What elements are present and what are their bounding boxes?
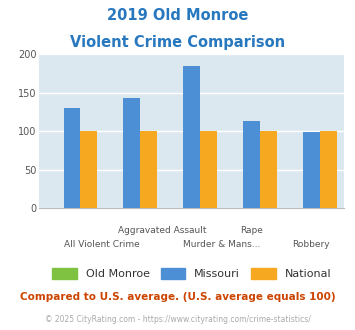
Bar	[320, 131, 337, 208]
Text: Violent Crime Comparison: Violent Crime Comparison	[70, 35, 285, 50]
Bar	[64, 108, 80, 208]
Legend: Old Monroe, Missouri, National: Old Monroe, Missouri, National	[52, 268, 331, 279]
Text: 2019 Old Monroe: 2019 Old Monroe	[107, 8, 248, 23]
Bar	[260, 131, 277, 208]
Bar	[200, 131, 217, 208]
Text: Robbery: Robbery	[293, 240, 330, 249]
Text: Murder & Mans...: Murder & Mans...	[183, 240, 260, 249]
Text: © 2025 CityRating.com - https://www.cityrating.com/crime-statistics/: © 2025 CityRating.com - https://www.city…	[45, 315, 310, 324]
Bar	[183, 66, 200, 208]
Text: Rape: Rape	[240, 226, 263, 235]
Bar	[140, 131, 157, 208]
Text: All Violent Crime: All Violent Crime	[64, 240, 140, 249]
Text: Compared to U.S. average. (U.S. average equals 100): Compared to U.S. average. (U.S. average …	[20, 292, 335, 302]
Bar	[124, 98, 140, 208]
Bar	[80, 131, 97, 208]
Bar	[243, 121, 260, 208]
Text: Aggravated Assault: Aggravated Assault	[118, 226, 206, 235]
Bar	[303, 132, 320, 208]
